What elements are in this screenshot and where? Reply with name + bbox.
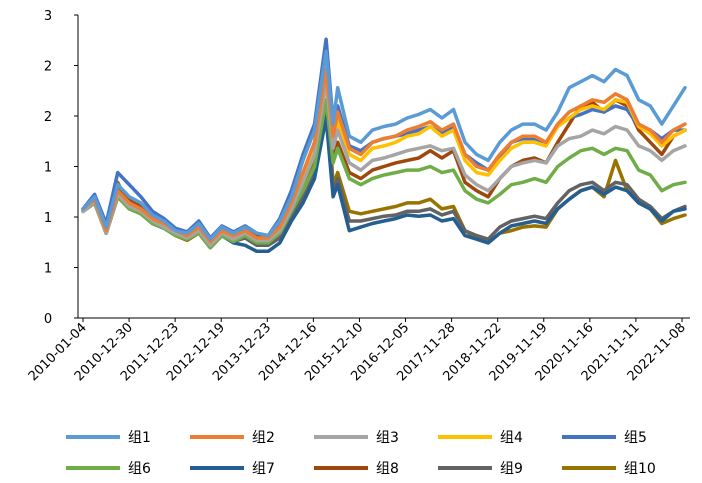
y-tick-label: 2 <box>44 60 52 75</box>
y-tick-label: 0 <box>44 312 52 327</box>
legend: 组1 组2 组3 组4 组5 组6 组7 组8 组9 组10 <box>66 430 656 477</box>
legend-label-7: 组7 <box>252 461 275 477</box>
legend-label-9: 组9 <box>500 461 523 477</box>
legend-label-1: 组1 <box>128 430 151 446</box>
y-tick-labels: 0 1 1 1 2 2 3 <box>44 9 78 327</box>
x-tick-labels: 2010-01-042010-12-302011-12-232012-12-19… <box>26 318 689 384</box>
series-line-1 <box>81 49 687 241</box>
y-tick-label: 1 <box>44 161 52 176</box>
legend-label-4: 组4 <box>500 430 523 446</box>
legend-label-10: 组10 <box>624 461 656 477</box>
series-line-8 <box>81 67 687 240</box>
legend-label-2: 组2 <box>252 430 275 446</box>
y-tick-label: 1 <box>44 211 52 226</box>
legend-label-6: 组6 <box>128 461 151 477</box>
legend-label-3: 组3 <box>376 430 399 446</box>
legend-label-5: 组5 <box>624 430 647 446</box>
y-tick-label: 3 <box>44 9 52 24</box>
series-line-2 <box>81 67 687 244</box>
legend-label-8: 组8 <box>376 461 399 477</box>
y-tick-label: 2 <box>44 110 52 125</box>
series-line-3 <box>81 79 687 248</box>
y-tick-label: 1 <box>44 262 52 277</box>
series-lines-layer <box>81 37 687 254</box>
